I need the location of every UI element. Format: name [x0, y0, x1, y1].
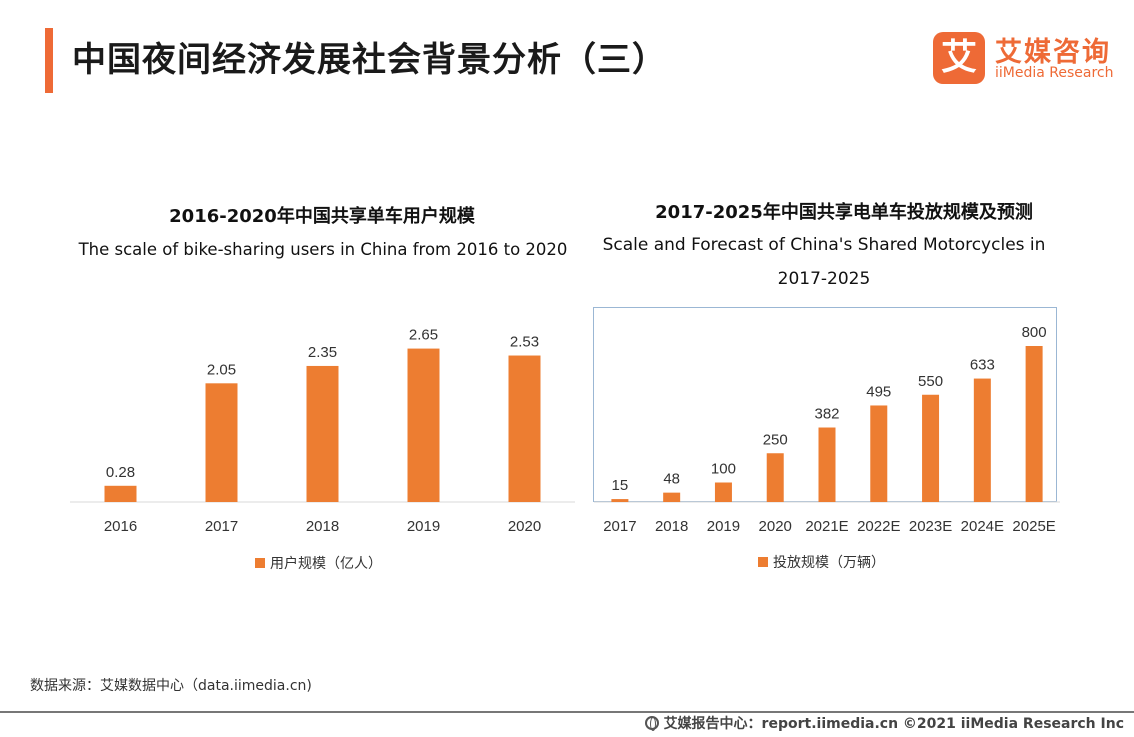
- chart2-value-label-2022E: 495: [866, 383, 891, 400]
- footer-copyright-text: 艾媒报告中心：report.iimedia.cn ©2021 iiMedia R…: [663, 716, 1124, 732]
- title-accent-bar: [45, 28, 53, 93]
- chart2-x-tick-2023E: 2023E: [909, 518, 952, 535]
- footer-divider: [0, 711, 1134, 713]
- chart2-x-tick-2024E: 2024E: [961, 518, 1004, 535]
- chart1-x-tick-2016: 2016: [104, 518, 137, 535]
- logo-mark-icon: 艾: [933, 32, 985, 84]
- page-title: 中国夜间经济发展社会背景分析（三）: [72, 40, 667, 80]
- chart2-x-tick-2020: 2020: [759, 518, 792, 535]
- logo-text-cn: 艾媒咨询: [995, 37, 1111, 68]
- chart1-subtitle: The scale of bike-sharing users in China…: [78, 240, 568, 259]
- chart1-value-label-2017: 2.05: [207, 361, 236, 378]
- chart2-bar-chart: 15 2017 48 2018 100 2019 250 2020 382 2021E 495 202…: [594, 324, 1060, 571]
- chart1-x-tick-2019: 2019: [407, 518, 440, 535]
- chart2-value-label-2025E: 800: [1022, 324, 1047, 341]
- chart2-bar-2025E: [1025, 346, 1043, 502]
- chart2-bar-2018: [663, 492, 681, 502]
- chart1-legend-label: 用户规模（亿人）: [270, 555, 382, 572]
- chart1-x-tick-2018: 2018: [306, 518, 339, 535]
- chart2-bar-2023E: [922, 394, 940, 502]
- chart1-value-label-2020: 2.53: [510, 334, 539, 351]
- chart2-bar-2020: [766, 453, 784, 502]
- chart2-legend-swatch: [758, 557, 768, 567]
- chart2-value-label-2017: 15: [612, 477, 629, 494]
- chart1-bar-2020: [508, 355, 541, 502]
- chart1-value-label-2019: 2.65: [409, 327, 438, 344]
- chart2-x-tick-2018: 2018: [655, 518, 688, 535]
- chart2-x-tick-2019: 2019: [707, 518, 740, 535]
- data-source-note: 数据来源：艾媒数据中心（data.iimedia.cn): [30, 678, 312, 694]
- chart2-bar-2024E: [973, 378, 991, 502]
- chart2-x-tick-2022E: 2022E: [857, 518, 900, 535]
- chart2-value-label-2021E: 382: [814, 406, 839, 423]
- chart2-value-label-2019: 100: [711, 461, 736, 478]
- chart2-bar-2021E: [818, 427, 836, 502]
- chart1-bar-2016: [104, 485, 137, 502]
- logo-text-en: iiMedia Research: [995, 65, 1114, 81]
- chart2-value-label-2018: 48: [663, 471, 680, 488]
- chart1-title: 2016-2020年中国共享单车用户规模: [169, 206, 475, 227]
- chart2-legend-label: 投放规模（万辆）: [773, 555, 885, 571]
- chart1-bar-2018: [306, 365, 339, 502]
- brand-logo: 艾 艾媒咨询 iiMedia Research: [933, 32, 1123, 88]
- globe-icon: [644, 716, 659, 731]
- chart2-value-label-2024E: 633: [970, 357, 995, 374]
- chart1-x-tick-2017: 2017: [205, 518, 238, 535]
- chart2-title: 2017-2025年中国共享电单车投放规模及预测: [655, 202, 1033, 223]
- chart1-bar-chart: 0.28 2016 2.05 2017 2.35 2018 2.65 2019 2.53 2020…: [70, 327, 575, 572]
- chart2-x-tick-2025E: 2025E: [1012, 518, 1055, 535]
- chart2-x-tick-2017: 2017: [603, 518, 636, 535]
- chart2-value-label-2020: 250: [763, 431, 788, 448]
- chart2-subtitle: Scale and Forecast of China's Shared Mot…: [602, 235, 1046, 289]
- footer-copyright: 艾媒报告中心：report.iimedia.cn ©2021 iiMedia R…: [644, 713, 1124, 733]
- chart2-value-label-2023E: 550: [918, 373, 943, 390]
- chart1-bar-2019: [407, 348, 440, 502]
- chart1-value-label-2016: 0.28: [106, 464, 135, 481]
- chart2-bar-2017: [611, 499, 629, 502]
- chart1-value-label-2018: 2.35: [308, 344, 337, 361]
- chart1-x-tick-2020: 2020: [508, 518, 541, 535]
- chart1-legend-swatch: [255, 558, 265, 568]
- chart2-x-tick-2021E: 2021E: [805, 518, 848, 535]
- chart1-bar-2017: [205, 383, 238, 502]
- chart2-bar-2019: [714, 482, 732, 502]
- chart2-bar-2022E: [870, 405, 888, 502]
